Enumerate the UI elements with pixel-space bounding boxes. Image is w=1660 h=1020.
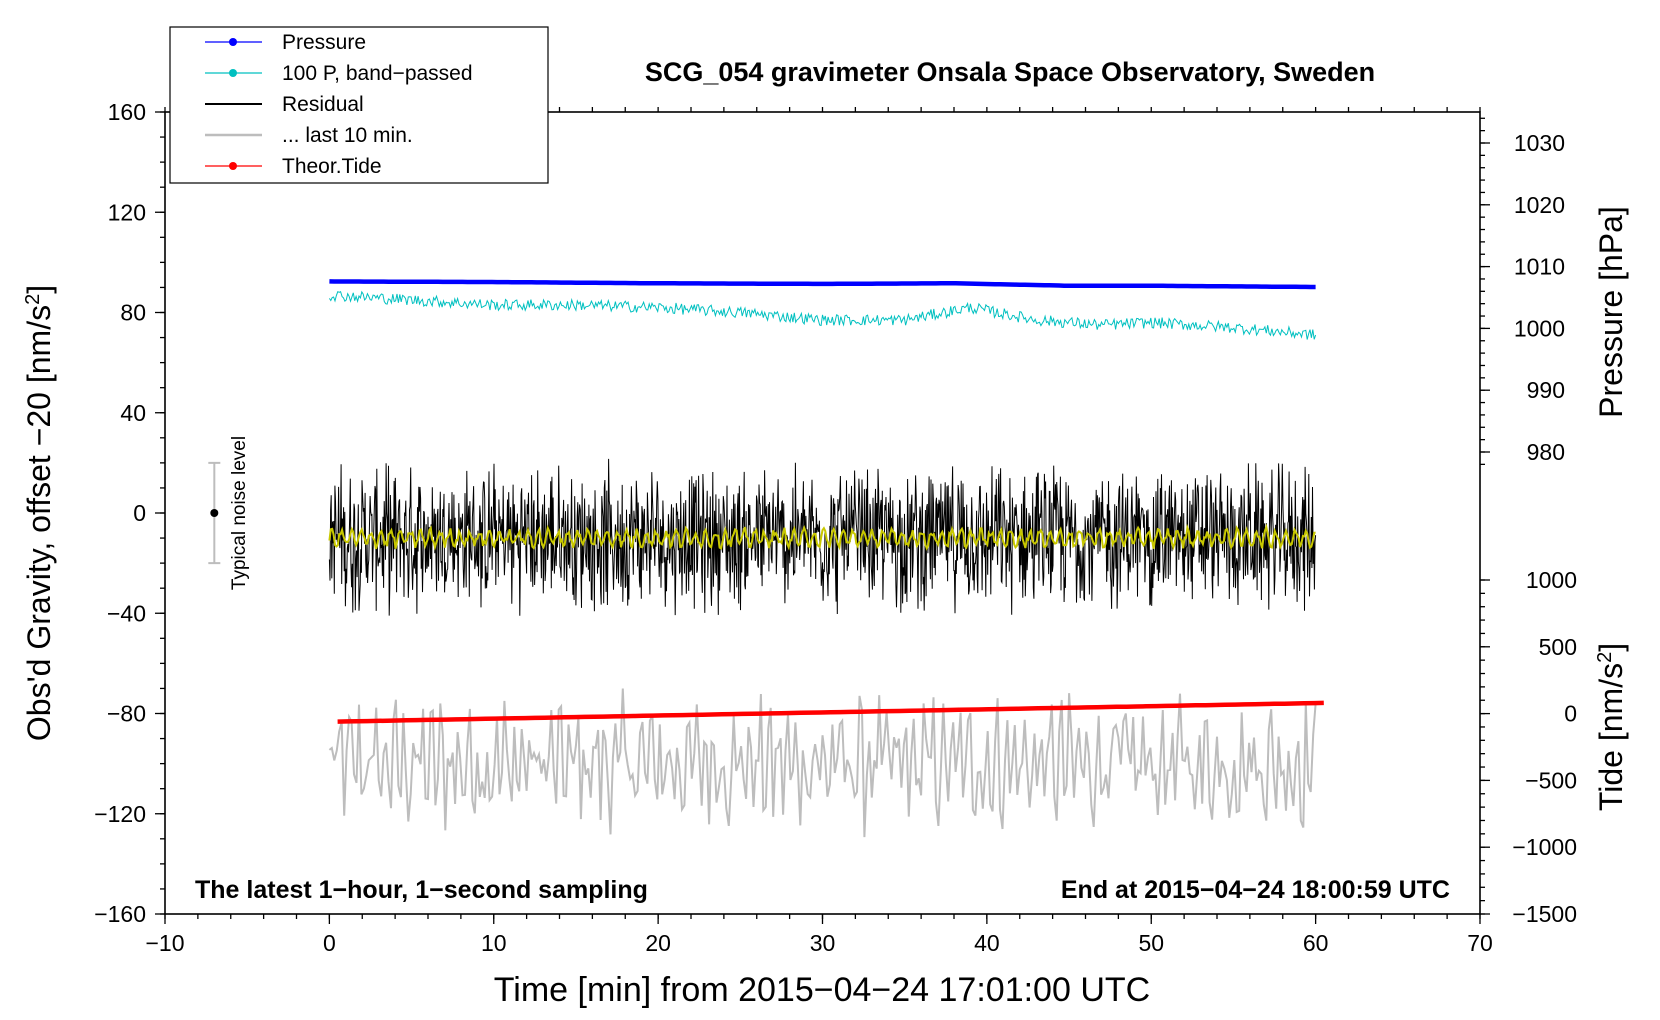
noise-bar-center (210, 509, 219, 517)
y-tick-label: 40 (120, 400, 146, 426)
y-axis-label-left: Obs'd Gravity, offset −20 [nm/s2] (21, 285, 57, 741)
noise-label: Typical noise level (229, 436, 250, 590)
legend-marker (229, 162, 237, 170)
legend-label: 100 P, band−passed (282, 62, 473, 85)
y-tick-label: 120 (108, 199, 146, 225)
y-axis-label-tide-main: Tide [nm/s (1593, 663, 1629, 811)
x-axis-label: Time [min] from 2015−04−24 17:01:00 UTC (494, 971, 1150, 1009)
pressure-tick-label: 1030 (1514, 130, 1565, 156)
pressure-tick-label: 1000 (1514, 315, 1565, 341)
y-tick-label: 0 (133, 500, 146, 526)
pressure-tick-label: 1010 (1514, 254, 1565, 280)
pressure-tick-label: 980 (1527, 439, 1565, 465)
annotation-end-time: End at 2015−04−24 18:00:59 UTC (1061, 876, 1450, 904)
y-axis-label-tide-sup: 2 (1594, 652, 1616, 663)
chart-title: SCG_054 gravimeter Onsala Space Observat… (645, 57, 1375, 87)
y-axis-label-left-main: Obs'd Gravity, offset −20 [nm/s (21, 305, 57, 741)
pressure-tick-label: 990 (1527, 377, 1565, 403)
noise-indicator (208, 461, 221, 565)
series-residual (328, 458, 1317, 616)
annotation-sampling: The latest 1−hour, 1−second sampling (195, 876, 648, 904)
legend-label: Theor.Tide (282, 155, 382, 178)
x-tick-label: 10 (481, 930, 507, 956)
tide-tick-label: −500 (1525, 767, 1577, 793)
tide-tick-label: −1500 (1512, 901, 1577, 927)
y-tick-label: −120 (94, 801, 146, 827)
tide-tick-label: 1000 (1526, 567, 1577, 593)
legend-label: Residual (282, 93, 364, 116)
legend-marker (229, 38, 237, 46)
x-tick-label: 50 (1138, 930, 1164, 956)
x-tick-label: 0 (323, 930, 336, 956)
y-axis-label-tide-end: ] (1593, 643, 1629, 652)
legend-label: Pressure (282, 31, 366, 54)
legend-label: ... last 10 min. (282, 124, 413, 147)
x-tick-label: 60 (1303, 930, 1329, 956)
series-pressure (329, 279, 1316, 290)
x-tick-label: 70 (1467, 930, 1493, 956)
y-axis-label-pressure: Pressure [hPa] (1593, 206, 1629, 418)
y-axis-pressure: 980 990 1000 1010 1020 1030 (1480, 117, 1565, 466)
y-tick-label: 160 (108, 99, 146, 125)
y-tick-label: −160 (94, 901, 146, 927)
y-axis-label-left-sup: 2 (22, 294, 44, 305)
series-layer (328, 279, 1324, 838)
tide-tick-label: 500 (1539, 634, 1577, 660)
y-axis-gravity: −160 −120 −80 −40 0 40 80 120 160 (94, 99, 165, 927)
legend-marker (229, 69, 237, 77)
tide-tick-label: 0 (1564, 701, 1577, 727)
x-tick-label: 40 (974, 930, 1000, 956)
y-axis-label-tide: Tide [nm/s2] (1593, 643, 1629, 811)
pressure-tick-label: 1020 (1514, 192, 1565, 218)
x-tick-label: −10 (145, 930, 184, 956)
x-tick-label: 30 (810, 930, 836, 956)
series-last-10-min (328, 688, 1317, 838)
tide-tick-label: −1000 (1512, 834, 1577, 860)
x-tick-label: 20 (645, 930, 671, 956)
legend: Pressure 100 P, band−passed Residual ... la… (169, 26, 549, 184)
y-axis-tide: −1500 −1000 −500 0 500 1000 (1480, 567, 1577, 927)
y-axis-label-left-end: ] (21, 285, 57, 294)
y-tick-label: 80 (120, 300, 146, 326)
y-tick-label: −80 (107, 701, 146, 727)
x-axis: −10 0 10 20 30 40 50 60 70 (145, 107, 1493, 956)
series-band-passed-pressure (328, 290, 1317, 340)
series-residual-smoothed (328, 523, 1316, 551)
series-theoretical-tide (337, 700, 1324, 724)
y-tick-label: −40 (107, 600, 146, 626)
